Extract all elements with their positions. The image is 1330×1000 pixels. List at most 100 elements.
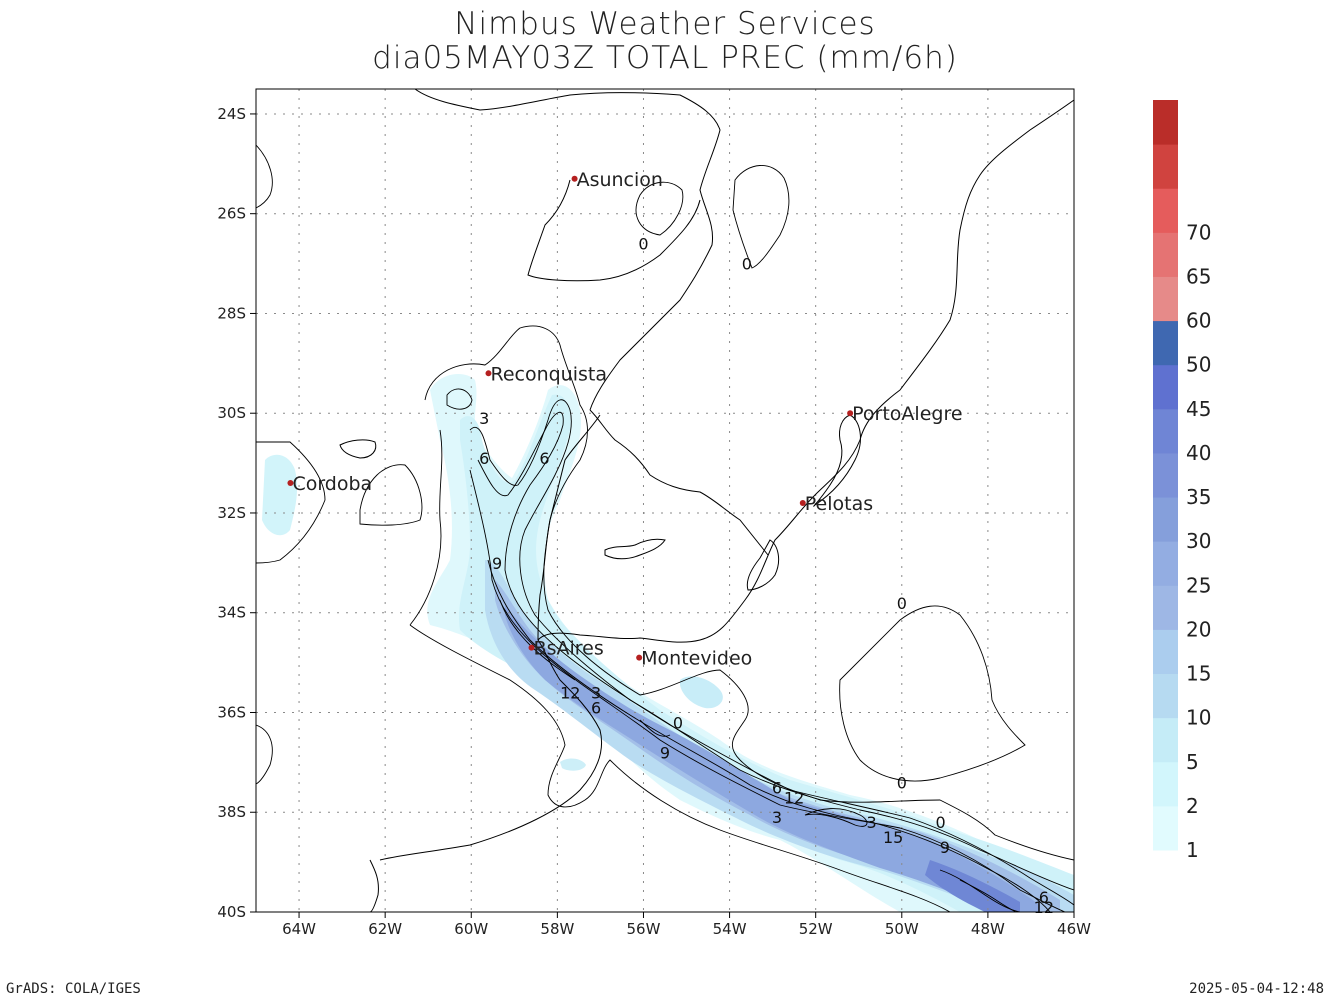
contour-0-cordoba [256,441,326,564]
contour-0-west [256,144,273,209]
colorbar-swatch [1153,497,1178,542]
lat-tick-label: 36S [217,703,246,721]
city-label: Cordoba [292,473,372,495]
contour-15 [499,599,1021,912]
contour-0-main-south [409,429,951,912]
colorbar-label: 50 [1186,353,1211,377]
colorbar-swatch [1153,452,1178,498]
colorbar-swatch [1153,673,1178,719]
colorbar-swatch [1153,805,1178,851]
contour-label: 3 [591,684,601,703]
lat-tick-label: 40S [217,903,246,921]
colorbar-label: 2 [1186,794,1199,818]
precip-band-strong [495,580,1060,912]
city-dot [636,654,643,661]
map-frame [255,88,1075,913]
city-label: Reconquista [490,363,607,385]
colorbar-swatch [1153,408,1178,454]
border-paraguay-river [527,179,701,282]
contour-label: 0 [673,713,683,732]
lon-tick-label: 58W [540,920,574,938]
colorbar-label: 20 [1186,617,1211,641]
contour-label: 6 [591,698,601,717]
lagoa-dos-patos [813,414,861,507]
colorbar-swatch [1153,585,1178,630]
colorbar-swatch [1153,276,1178,322]
contour-label: 3 [867,813,877,832]
lat-tick-label: 38S [217,803,246,821]
city-label: BsAires [534,638,604,660]
atlantic-coast [379,99,1074,861]
colorbar-label: 40 [1186,441,1211,465]
lon-tick-label: 62W [368,920,402,938]
lon-tick-label: 54W [713,920,747,938]
contour-label: 3 [479,409,489,428]
lon-tick-label: 64W [282,920,316,938]
contour-label: 0 [897,773,907,792]
colorbar-swatch [1153,232,1178,277]
colorbar-swatch [1153,364,1178,410]
rio-negro-lake [604,538,666,560]
colorbar-label: 15 [1186,662,1211,686]
contour-label: 9 [492,554,502,573]
contour-18 [959,879,1017,912]
precip-patch-west [262,454,298,536]
city-markers: Asuncion Reconquista PortoAlegre Cordoba Pel… [287,169,963,670]
precip-contours [256,144,1074,912]
map-grid [256,89,1074,912]
contour-9 [469,469,1066,912]
lat-tick-label: 34S [217,604,246,622]
lon-tick-label: 56W [627,920,661,938]
colorbar-swatch [1153,144,1178,189]
city-dot [287,480,294,487]
colorbar-swatch [1153,717,1178,763]
lon-tick-label: 46W [1057,920,1091,938]
precip-patch-south [560,758,586,771]
contour-0-east [839,605,1026,782]
contour-0-main [424,325,1074,861]
colorbar-swatch [1153,188,1178,233]
lon-tick-label: 50W [885,920,919,938]
precip-core-1 [505,605,1040,912]
colorbar-label: 10 [1186,706,1211,730]
lon-tick-label: 48W [971,920,1005,938]
footer-timestamp: 2025-05-04-12:48 [1189,981,1324,997]
contour-label: 6 [539,449,549,468]
city-dot [485,370,492,377]
contour-label: 0 [638,235,648,254]
chart-title: Nimbus Weather Services [454,6,876,42]
lat-tick-label: 32S [217,504,246,522]
contour-label: 0 [897,594,907,613]
colorbar-label: 25 [1186,573,1211,597]
contour-6 [477,412,1074,906]
map-axes: 24S 26S 28S 30S 32S 34S 36S 38S 40S 64W 62W 60W 58W 5… [217,105,1091,938]
border-uruguay [589,409,769,556]
lat-tick-label: 24S [217,105,246,123]
contour-label: 0 [742,255,752,274]
colorbar-swatch [1153,320,1178,366]
lagoa-mirim [746,539,780,591]
city-label: PortoAlegre [852,403,962,425]
border-paraguay-argentina [414,89,721,411]
colorbar-label: 30 [1186,529,1211,553]
chart-subtitle: dia05MAY03Z TOTAL PREC (mm/6h) [372,40,958,76]
contour-label: 15 [883,828,903,847]
contour-label: 12 [560,684,580,703]
lat-tick-label: 28S [217,304,246,322]
colorbar-swatch [1153,541,1178,586]
lake-cordoba [339,439,377,459]
colorbar-label: 45 [1186,397,1211,421]
contour-3 [446,388,1074,891]
contour-0-mid [359,464,423,526]
colorbar-swatch [1153,100,1178,145]
contour-label: 9 [660,743,670,762]
footer-credit: GrADS: COLA/IGES [6,981,141,997]
precip-patch-east [680,676,723,709]
city-dot [528,644,535,651]
lon-tick-label: 60W [454,920,488,938]
contour-0-northeast [732,165,790,269]
city-label: Asuncion [577,169,663,191]
contour-label: 9 [940,838,950,857]
contour-label: 6 [1039,888,1049,907]
